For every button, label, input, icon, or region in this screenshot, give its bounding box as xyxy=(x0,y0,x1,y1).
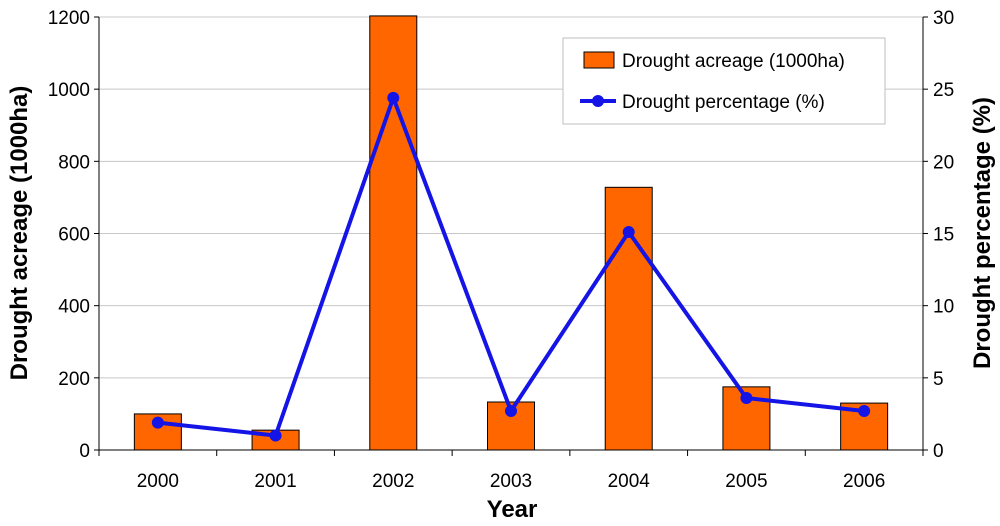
x-tick-label: 2000 xyxy=(137,471,179,492)
y-tick-label: 1000 xyxy=(48,80,90,101)
x-tick-label: 2004 xyxy=(608,471,651,492)
x-axis-title: Year xyxy=(487,496,538,523)
y2-tick-label: 25 xyxy=(933,80,954,101)
x-tick-label: 2006 xyxy=(843,471,885,492)
y-tick-label: 0 xyxy=(79,441,90,462)
point-2000 xyxy=(151,416,164,429)
y-tick-label: 800 xyxy=(58,152,90,173)
y2-tick-label: 15 xyxy=(933,225,954,246)
point-2001 xyxy=(269,429,282,442)
y-tick-label: 1200 xyxy=(48,8,90,29)
bar-2002 xyxy=(369,15,418,451)
point-2005 xyxy=(740,392,753,405)
point-2006 xyxy=(858,405,871,418)
y2-tick-label: 0 xyxy=(933,441,944,462)
legend-bar-swatch xyxy=(583,51,615,69)
tick-labels: 0 200 400 600 800 1000 1200 0 5 10 15 20 25 30 2000 200… xyxy=(48,8,954,492)
y-tick-label: 200 xyxy=(58,369,90,390)
legend-line-marker xyxy=(592,95,604,107)
gridlines xyxy=(99,16,923,379)
y2-tick-label: 30 xyxy=(933,8,954,29)
legend-box xyxy=(562,37,886,125)
x-tick-label: 2005 xyxy=(725,471,767,492)
point-2004 xyxy=(622,226,635,239)
y2-tick-label: 5 xyxy=(933,369,944,390)
point-2003 xyxy=(505,405,517,418)
x-tick-label: 2002 xyxy=(372,471,414,492)
y2-axis-title: Drought percentage (%) xyxy=(969,97,996,369)
line-series xyxy=(151,91,871,442)
axes xyxy=(94,16,928,456)
y2-tick-label: 20 xyxy=(933,152,954,173)
legend-line-label: Drought percentage (%) xyxy=(622,92,825,113)
y-axis-title: Drought acreage (1000ha) xyxy=(6,86,33,381)
y2-tick-label: 10 xyxy=(933,297,954,318)
y-tick-label: 600 xyxy=(58,225,90,246)
x-tick-label: 2001 xyxy=(254,471,296,492)
legend: Drought acreage (1000ha) Drought percent… xyxy=(562,37,886,125)
percentage-line xyxy=(157,95,865,438)
x-tick-label: 2003 xyxy=(490,471,532,492)
point-2002 xyxy=(387,91,400,104)
y-tick-label: 400 xyxy=(58,297,90,318)
legend-bar-label: Drought acreage (1000ha) xyxy=(622,51,845,72)
